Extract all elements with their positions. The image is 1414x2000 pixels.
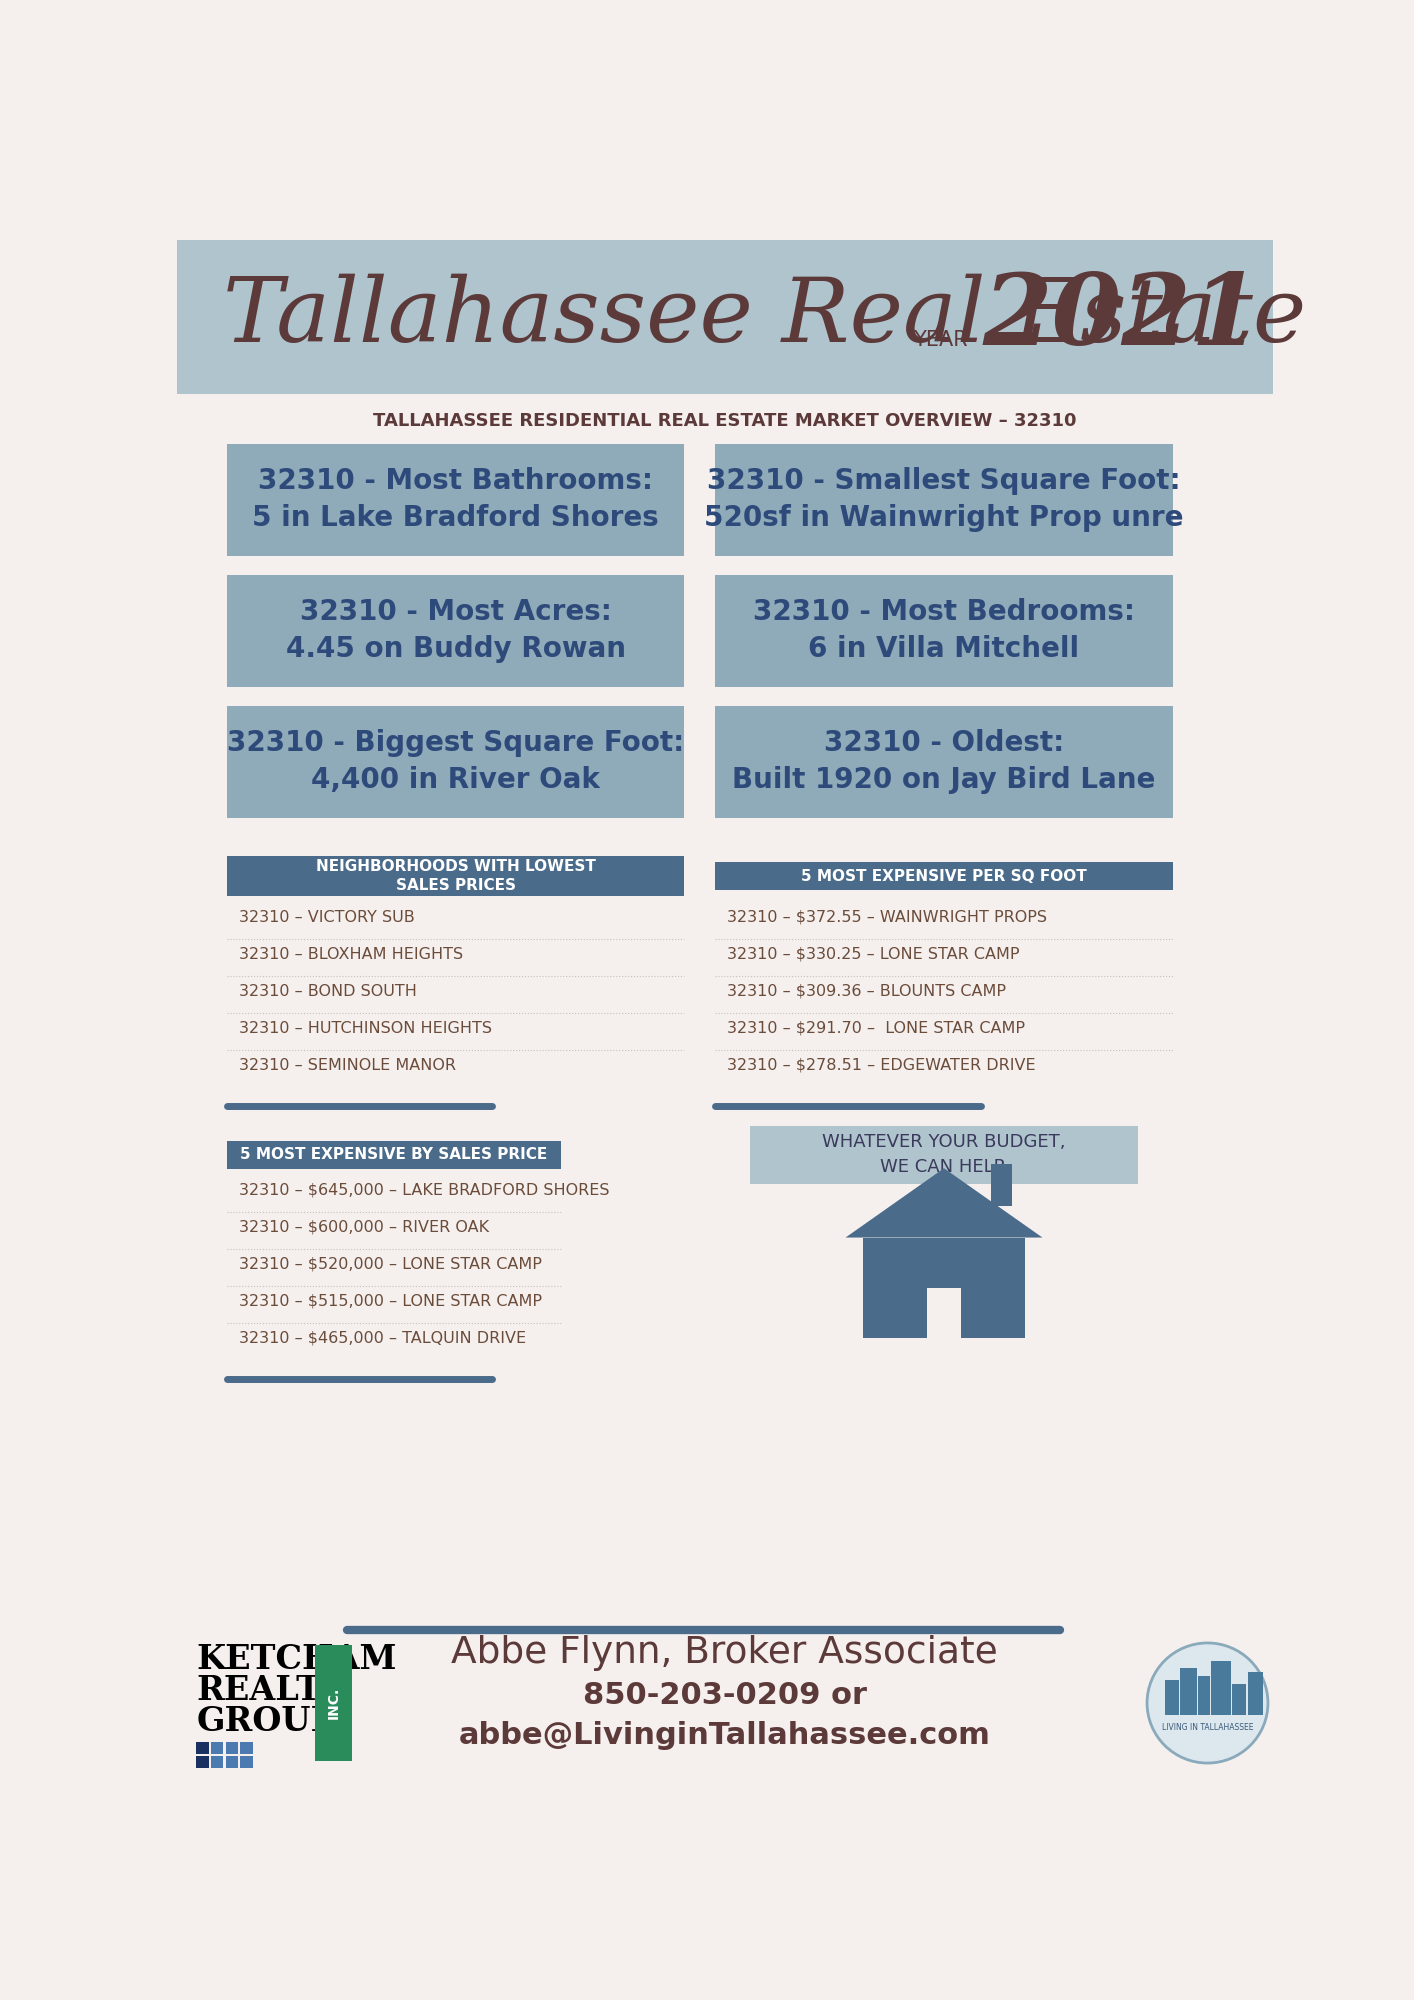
FancyBboxPatch shape — [240, 1742, 253, 1754]
Text: 6 in Villa Mitchell: 6 in Villa Mitchell — [809, 636, 1079, 664]
Circle shape — [1147, 1642, 1268, 1764]
FancyBboxPatch shape — [1232, 1684, 1246, 1714]
Text: 32310 – $278.51 – EDGEWATER DRIVE: 32310 – $278.51 – EDGEWATER DRIVE — [727, 1058, 1035, 1072]
FancyBboxPatch shape — [1181, 1668, 1198, 1714]
FancyBboxPatch shape — [228, 706, 684, 818]
FancyBboxPatch shape — [197, 1756, 208, 1768]
Text: Abbe Flynn, Broker Associate: Abbe Flynn, Broker Associate — [451, 1634, 998, 1670]
Text: 32310 - Smallest Square Foot:: 32310 - Smallest Square Foot: — [707, 468, 1181, 496]
Text: abbe@LivinginTallahassee.com: abbe@LivinginTallahassee.com — [458, 1720, 991, 1750]
Text: 32310 - Most Acres:: 32310 - Most Acres: — [300, 598, 612, 626]
Text: 32310 – $645,000 – LAKE BRADFORD SHORES: 32310 – $645,000 – LAKE BRADFORD SHORES — [239, 1182, 609, 1198]
Text: 32310 – HUTCHINSON HEIGHTS: 32310 – HUTCHINSON HEIGHTS — [239, 1020, 492, 1036]
FancyBboxPatch shape — [228, 1140, 561, 1168]
FancyBboxPatch shape — [715, 444, 1172, 556]
Text: GROUP: GROUP — [197, 1704, 337, 1738]
FancyBboxPatch shape — [211, 1742, 223, 1754]
FancyBboxPatch shape — [228, 574, 684, 686]
FancyBboxPatch shape — [315, 1646, 352, 1760]
Text: 5 MOST EXPENSIVE PER SQ FOOT: 5 MOST EXPENSIVE PER SQ FOOT — [802, 868, 1087, 884]
Text: 32310 – BOND SOUTH: 32310 – BOND SOUTH — [239, 984, 417, 998]
Text: 520sf in Wainwright Prop unre: 520sf in Wainwright Prop unre — [704, 504, 1184, 532]
Text: 32310 – $309.36 – BLOUNTS CAMP: 32310 – $309.36 – BLOUNTS CAMP — [727, 984, 1005, 998]
Text: 32310 – $465,000 – TALQUIN DRIVE: 32310 – $465,000 – TALQUIN DRIVE — [239, 1330, 526, 1346]
Text: LIVING IN TALLAHASSEE: LIVING IN TALLAHASSEE — [1162, 1724, 1253, 1732]
FancyBboxPatch shape — [240, 1756, 253, 1768]
FancyBboxPatch shape — [1247, 1672, 1263, 1714]
FancyBboxPatch shape — [226, 1742, 238, 1754]
Text: 32310 – VICTORY SUB: 32310 – VICTORY SUB — [239, 910, 414, 924]
Text: 32310 – $291.70 –  LONE STAR CAMP: 32310 – $291.70 – LONE STAR CAMP — [727, 1020, 1025, 1036]
Text: 4.45 on Buddy Rowan: 4.45 on Buddy Rowan — [286, 636, 626, 664]
Text: 32310 – $515,000 – LONE STAR CAMP: 32310 – $515,000 – LONE STAR CAMP — [239, 1294, 542, 1308]
Text: 32310 – $330.25 – LONE STAR CAMP: 32310 – $330.25 – LONE STAR CAMP — [727, 946, 1019, 962]
Text: REALTY: REALTY — [197, 1674, 345, 1706]
FancyBboxPatch shape — [228, 444, 684, 556]
FancyBboxPatch shape — [1165, 1680, 1179, 1714]
Text: 32310 – $520,000 – LONE STAR CAMP: 32310 – $520,000 – LONE STAR CAMP — [239, 1256, 542, 1272]
Text: WHATEVER YOUR BUDGET,
WE CAN HELP.: WHATEVER YOUR BUDGET, WE CAN HELP. — [823, 1134, 1066, 1176]
Text: 32310 – SEMINOLE MANOR: 32310 – SEMINOLE MANOR — [239, 1058, 455, 1072]
Text: TALLAHASSEE RESIDENTIAL REAL ESTATE MARKET OVERVIEW – 32310: TALLAHASSEE RESIDENTIAL REAL ESTATE MARK… — [373, 412, 1076, 430]
FancyBboxPatch shape — [926, 1288, 962, 1338]
Text: Tallahassee Real Estate: Tallahassee Real Estate — [223, 274, 1307, 360]
Text: 5 in Lake Bradford Shores: 5 in Lake Bradford Shores — [252, 504, 659, 532]
Text: KETCHAM: KETCHAM — [197, 1642, 396, 1676]
FancyBboxPatch shape — [228, 856, 684, 896]
FancyBboxPatch shape — [749, 1126, 1138, 1184]
Text: 5 MOST EXPENSIVE BY SALES PRICE: 5 MOST EXPENSIVE BY SALES PRICE — [240, 1148, 547, 1162]
Text: 2021: 2021 — [983, 268, 1261, 366]
FancyBboxPatch shape — [226, 1756, 238, 1768]
Text: 32310 – BLOXHAM HEIGHTS: 32310 – BLOXHAM HEIGHTS — [239, 946, 462, 962]
Text: 32310 – $600,000 – RIVER OAK: 32310 – $600,000 – RIVER OAK — [239, 1220, 489, 1234]
FancyBboxPatch shape — [1212, 1660, 1230, 1714]
Text: 32310 - Biggest Square Foot:: 32310 - Biggest Square Foot: — [228, 730, 684, 758]
Text: 4,400 in River Oak: 4,400 in River Oak — [311, 766, 600, 794]
FancyBboxPatch shape — [863, 1238, 1025, 1338]
FancyBboxPatch shape — [177, 240, 1273, 394]
FancyBboxPatch shape — [715, 574, 1172, 686]
Text: 32310 - Most Bathrooms:: 32310 - Most Bathrooms: — [259, 468, 653, 496]
Text: NEIGHBORHOODS WITH LOWEST
SALES PRICES: NEIGHBORHOODS WITH LOWEST SALES PRICES — [315, 858, 595, 894]
Text: 32310 - Oldest:: 32310 - Oldest: — [824, 730, 1065, 758]
FancyBboxPatch shape — [211, 1756, 223, 1768]
Text: 32310 - Most Bedrooms:: 32310 - Most Bedrooms: — [754, 598, 1135, 626]
Text: 850-203-0209 or: 850-203-0209 or — [583, 1680, 867, 1710]
FancyBboxPatch shape — [197, 1742, 208, 1754]
Text: INC.: INC. — [327, 1686, 341, 1720]
Text: YEAR: YEAR — [913, 330, 967, 350]
Text: Built 1920 on Jay Bird Lane: Built 1920 on Jay Bird Lane — [732, 766, 1155, 794]
FancyBboxPatch shape — [715, 706, 1172, 818]
FancyBboxPatch shape — [1198, 1676, 1210, 1714]
FancyBboxPatch shape — [715, 862, 1172, 890]
Text: 32310 – $372.55 – WAINWRIGHT PROPS: 32310 – $372.55 – WAINWRIGHT PROPS — [727, 910, 1046, 924]
FancyBboxPatch shape — [990, 1164, 1012, 1206]
Polygon shape — [846, 1168, 1042, 1238]
